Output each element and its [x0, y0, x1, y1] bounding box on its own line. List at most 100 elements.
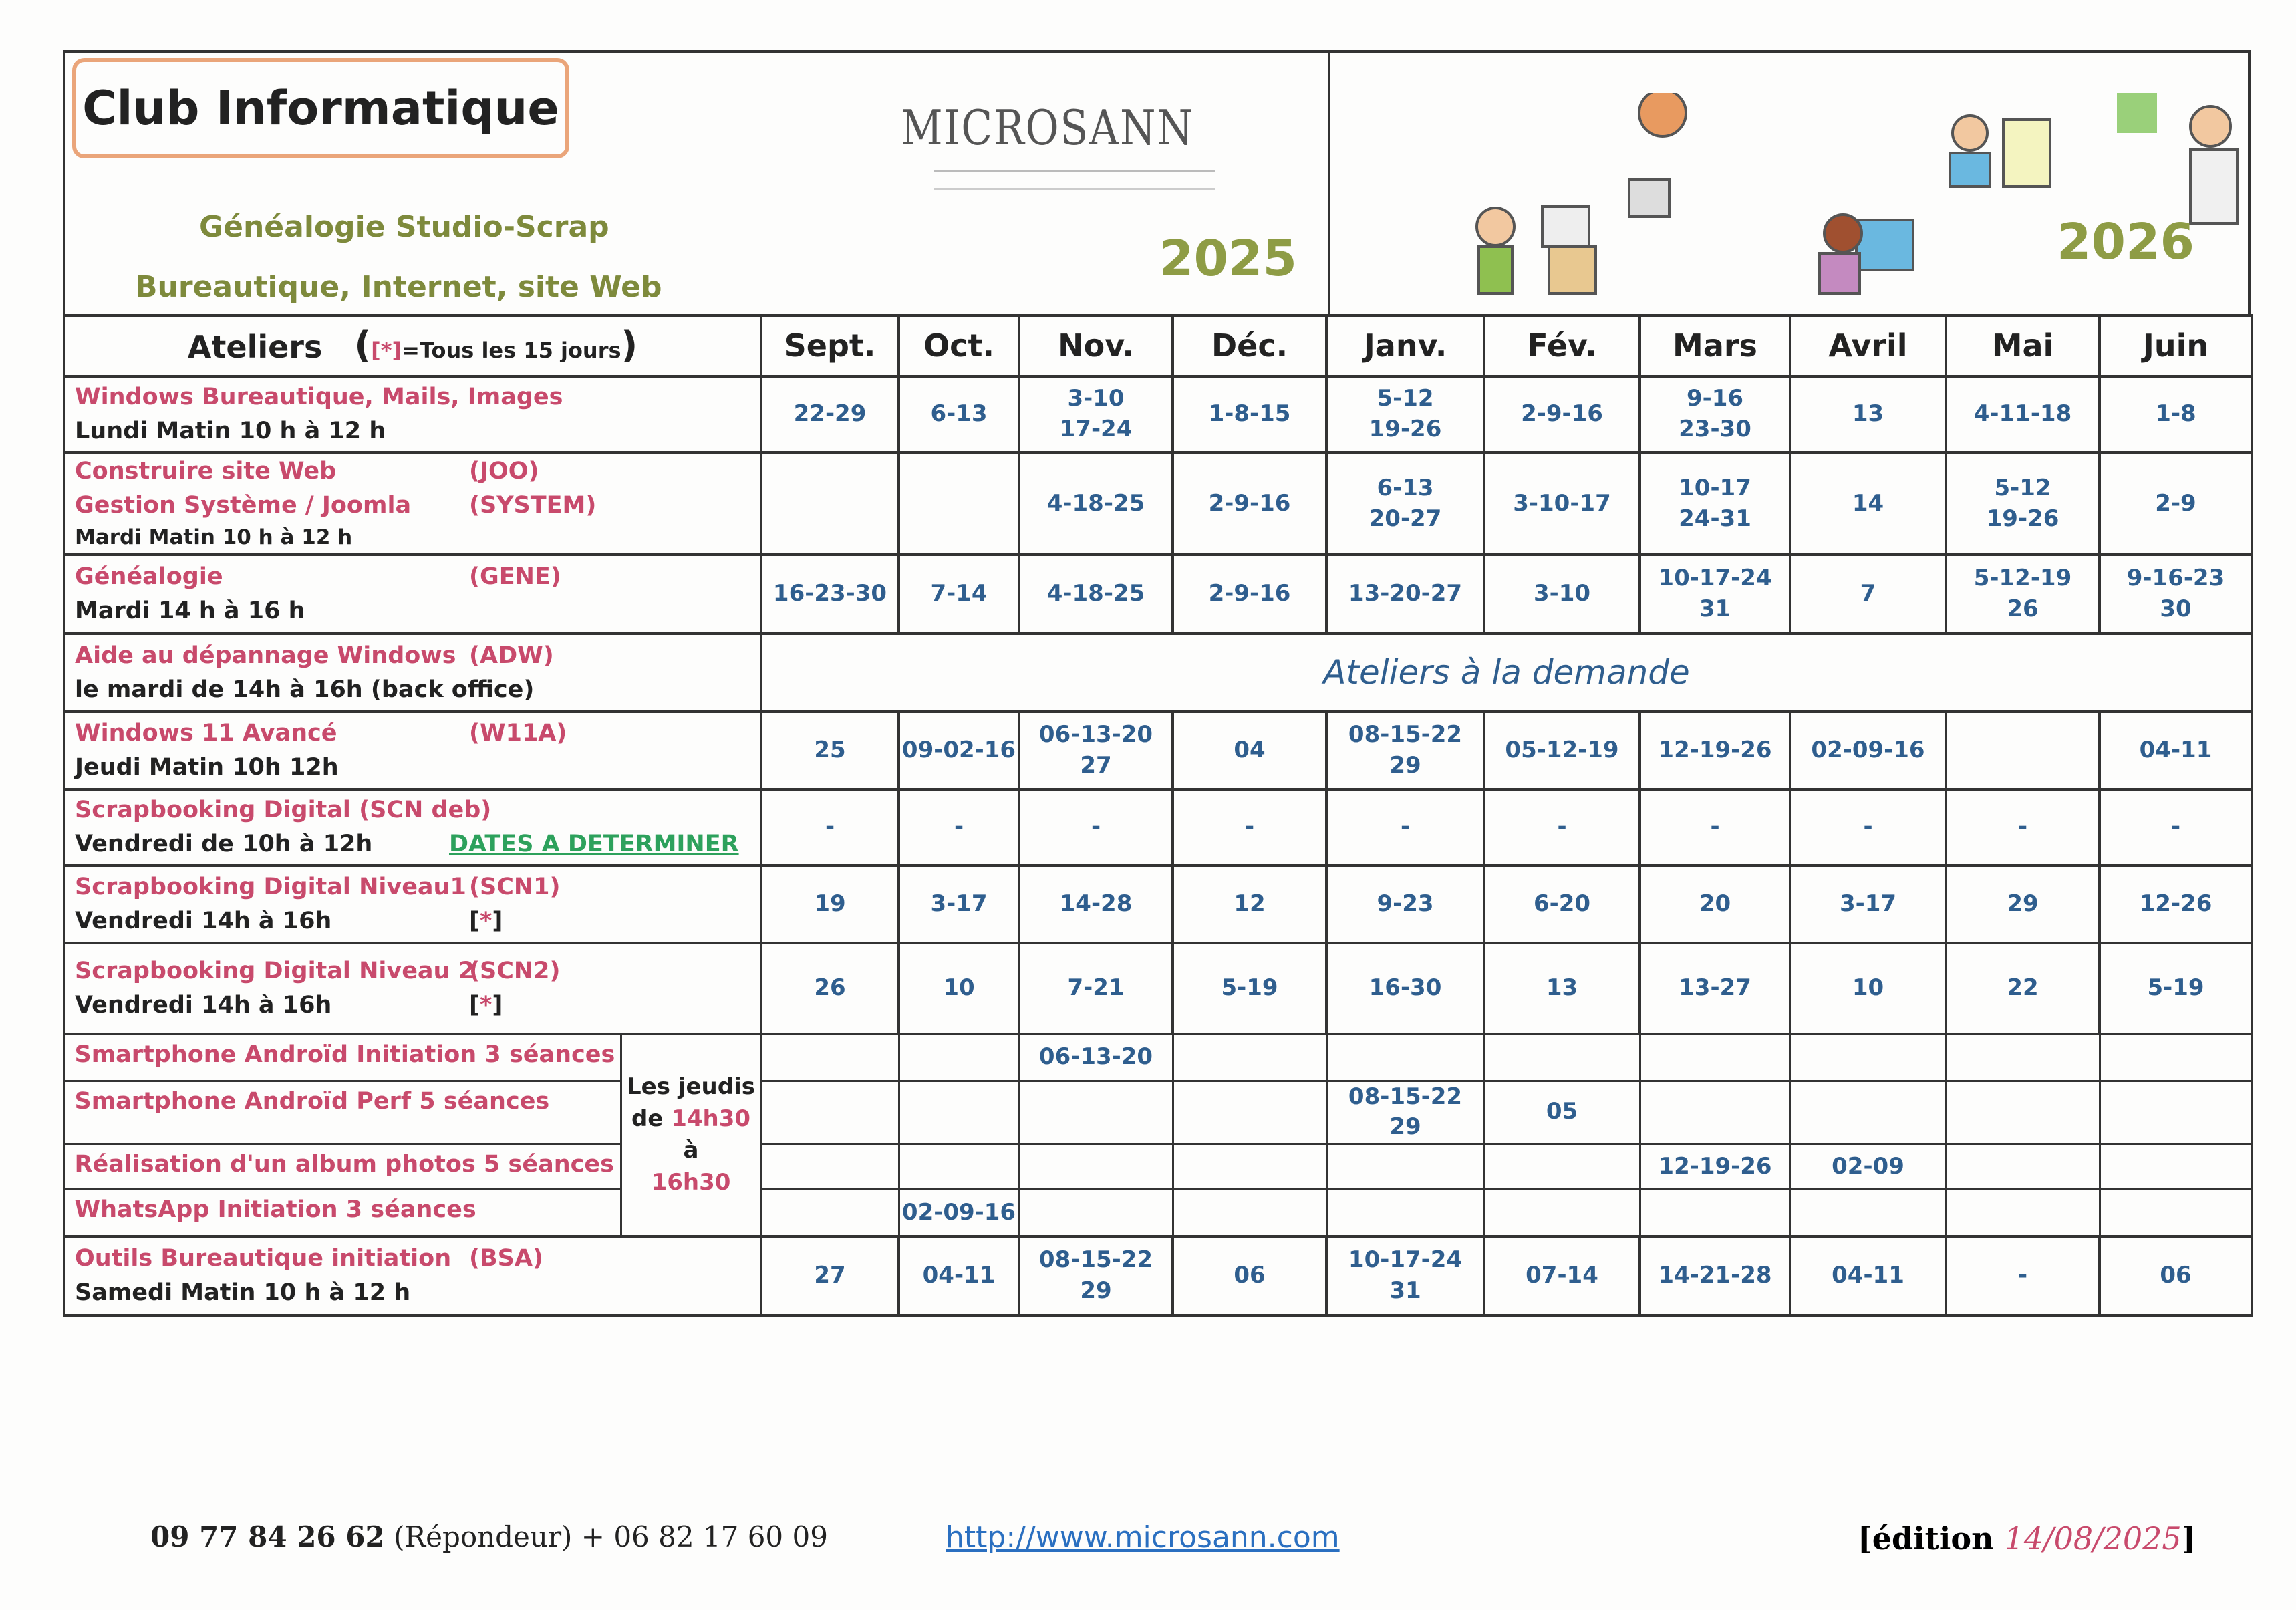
date-cell — [897, 1143, 1020, 1191]
atelier-title: Aide au dépannage Windows — [75, 642, 456, 669]
clipart-people-computers-icon — [1475, 93, 2239, 295]
edition-date: [édition 14/08/2025] — [1858, 1520, 2196, 1557]
date-cell — [1171, 1079, 1328, 1146]
date-cell: 4-11-18 — [1945, 375, 2101, 454]
atelier-code: (SCN2) — [469, 958, 561, 985]
atelier-label: Scrapbooking Digital (SCN deb) Vendredi d… — [63, 788, 762, 867]
date-cell: 19 — [760, 864, 900, 944]
atelier-code: (JOO) — [469, 458, 539, 485]
date-cell — [760, 451, 900, 556]
logo-decoration — [934, 170, 1215, 190]
atelier-label: WhatsApp Initiation 3 séances — [63, 1188, 622, 1238]
atelier-label: Aide au dépannage Windows (ADW) le mardi d… — [63, 632, 762, 713]
header-row: Ateliers ([*]=Tous les 15 jours) Sept. Oc… — [63, 314, 2253, 378]
atelier-schedule: le mardi de 14h à 16h (back office) — [75, 676, 535, 703]
table-row: Smartphone Androïd Initiation 3 séances L… — [63, 1033, 2253, 1238]
atelier-title: Construire site Web — [75, 458, 337, 485]
atelier-schedule: Samedi Matin 10 h à 12 h — [75, 1279, 411, 1306]
table-row: Construire site Web (JOO) Gestion Système … — [63, 451, 2253, 556]
date-cell — [897, 451, 1020, 556]
date-cell — [760, 1079, 900, 1146]
date-cell — [2098, 1079, 2253, 1146]
date-cell: 2-9-16 — [1483, 375, 1641, 454]
atelier-schedule: Mardi Matin 10 h à 12 h — [75, 525, 353, 549]
note-line: 16h30 — [651, 1168, 731, 1196]
date-cell: 2-9-16 — [1171, 553, 1328, 635]
date-cell: 1-8 — [2098, 375, 2253, 454]
atelier-code: (SYSTEM) — [469, 492, 597, 519]
atelier-label: Scrapbooking Digital Niveau 2 (SCN2) Vendr… — [63, 942, 762, 1035]
atelier-label: Réalisation d'un album photos 5 séances — [63, 1143, 622, 1191]
date-cell — [1483, 1033, 1641, 1082]
date-cell: 02-09 — [1789, 1143, 1947, 1191]
date-cell: 16-23-30 — [760, 553, 900, 635]
subtitle-genealogie: Généalogie Studio-Scrap — [199, 210, 609, 244]
table-row: Réalisation d'un album photos 5 séances 1… — [63, 1143, 2253, 1191]
atelier-title: WhatsApp Initiation 3 séances — [74, 1196, 476, 1224]
date-cell: 4-18-25 — [1018, 553, 1174, 635]
atelier-title: Smartphone Androïd Perf 5 séances — [74, 1087, 550, 1115]
dates-note: DATES A DETERMINER — [449, 831, 739, 857]
month-header: Mars — [1638, 314, 1791, 378]
month-header: Juin — [2098, 314, 2253, 378]
month-header: Janv. — [1325, 314, 1485, 378]
date-cell: 02-09-16 — [897, 1188, 1020, 1238]
date-cell: 3-17 — [1789, 864, 1947, 944]
month-header: Avril — [1789, 314, 1947, 378]
date-cell — [1945, 710, 2101, 791]
date-cell: 12-19-26 — [1638, 1143, 1791, 1191]
atelier-schedule: Lundi Matin 10 h à 12 h — [75, 418, 386, 444]
date-cell: 04-11 — [2098, 710, 2253, 791]
table-row: Scrapbooking Digital (SCN deb) Vendredi d… — [63, 788, 2253, 867]
date-cell — [897, 1033, 1020, 1082]
date-cell: 7-21 — [1018, 942, 1174, 1035]
date-cell: 6-13 20-27 — [1325, 451, 1485, 556]
table-row: Smartphone Androïd Perf 5 séances 08-15-2… — [63, 1079, 2253, 1146]
month-header: Oct. — [897, 314, 1020, 378]
date-cell — [1638, 1188, 1791, 1238]
atelier-title: Windows 11 Avancé — [75, 720, 337, 747]
date-cell: 6-20 — [1483, 864, 1641, 944]
date-cell — [2098, 1033, 2253, 1082]
table-row: Windows Bureautique, Mails, Images Lundi … — [63, 375, 2253, 454]
date-cell — [1945, 1033, 2101, 1082]
date-cell — [1171, 1033, 1328, 1082]
date-cell: 3-10 — [1483, 553, 1641, 635]
date-cell: - — [1325, 788, 1485, 867]
subtitle-bureautique: Bureautique, Internet, site Web — [135, 270, 662, 304]
website-link[interactable]: http://www.microsann.com — [946, 1520, 1340, 1555]
date-cell: - — [760, 788, 900, 867]
atelier-title: Gestion Système / Joomla — [75, 492, 412, 519]
date-cell — [1945, 1079, 2101, 1146]
table-row: Scrapbooking Digital Niveau 2 (SCN2) Vendr… — [63, 942, 2253, 1035]
atelier-title: Outils Bureautique initiation — [75, 1245, 452, 1272]
date-cell: 02-09-16 — [1789, 710, 1947, 791]
date-cell: - — [1638, 788, 1791, 867]
date-cell: 12-19-26 — [1638, 710, 1791, 791]
date-cell: 9-16 23-30 — [1638, 375, 1791, 454]
date-cell — [1789, 1033, 1947, 1082]
date-cell: 12 — [1171, 864, 1328, 944]
table-row: Scrapbooking Digital Niveau1 (SCN1) Vendre… — [63, 864, 2253, 944]
date-cell: 22-29 — [760, 375, 900, 454]
date-cell: 08-15-22 29 — [1325, 710, 1485, 791]
on-demand-cell: Ateliers à la demande — [760, 632, 2253, 713]
date-cell — [2098, 1143, 2253, 1191]
atelier-code: (GENE) — [469, 563, 561, 591]
date-cell — [1018, 1188, 1174, 1238]
date-cell: 26 — [760, 942, 900, 1035]
table-row: Windows 11 Avancé (W11A) Jeudi Matin 10h 1… — [63, 710, 2253, 791]
date-cell — [760, 1143, 900, 1191]
date-cell: 08-15-22 29 — [1325, 1079, 1485, 1146]
date-cell: 5-12 19-26 — [1945, 451, 2101, 556]
date-cell: 3-10-17 — [1483, 451, 1641, 556]
date-cell: 7-14 — [897, 553, 1020, 635]
date-cell: - — [1483, 788, 1641, 867]
date-cell — [1325, 1143, 1485, 1191]
date-cell: 2-9-16 — [1171, 451, 1328, 556]
date-cell: 5-12-19 26 — [1945, 553, 2101, 635]
table-row: Généalogie (GENE) Mardi 14 h à 16 h 16-23-3… — [63, 553, 2253, 635]
atelier-code: (ADW) — [469, 642, 554, 669]
date-cell — [1325, 1188, 1485, 1238]
date-cell: 13-20-27 — [1325, 553, 1485, 635]
